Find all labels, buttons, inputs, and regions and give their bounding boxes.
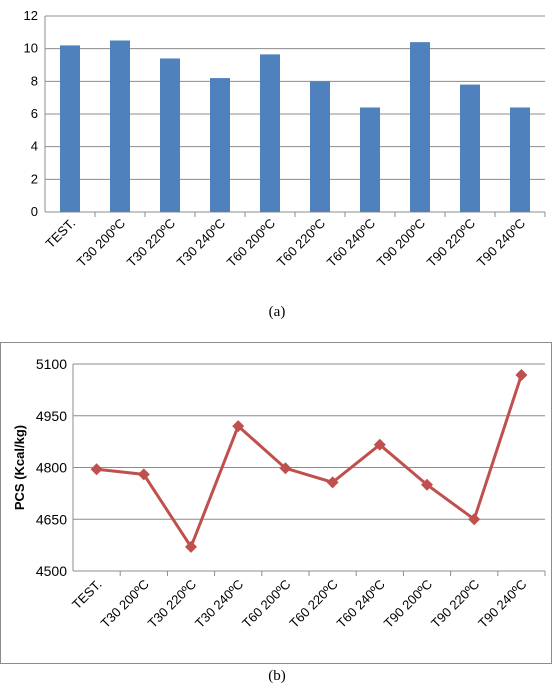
data-point [185, 540, 197, 553]
data-point [279, 462, 292, 475]
x-tick-label: T90 220ºC [428, 577, 482, 631]
data-point [137, 468, 150, 481]
y-tick-label: 5100 [36, 356, 67, 372]
bar [60, 45, 80, 213]
bar [260, 54, 280, 213]
x-tick-label: T30 200ºC [98, 577, 152, 631]
bar [310, 81, 330, 212]
y-tick-label: 4 [31, 139, 38, 154]
bar [410, 42, 430, 213]
y-tick-label: 12 [24, 8, 38, 23]
x-tick-label: T30 240ºC [192, 577, 246, 631]
bar [110, 40, 130, 212]
x-tick-label: T30 240ºC [174, 216, 228, 270]
y-tick-label: 4650 [36, 511, 67, 527]
x-tick-label: TEST. [42, 216, 78, 252]
x-tick-label: T90 200ºC [381, 577, 435, 631]
caption-b: (b) [268, 668, 286, 684]
x-tick-label: T30 200ºC [74, 216, 128, 270]
data-point [232, 420, 245, 433]
caption-a: (a) [268, 304, 286, 320]
x-tick-label: T60 200ºC [224, 216, 278, 270]
x-tick-label: T30 220ºC [145, 577, 199, 631]
x-tick-label: T90 240ºC [474, 216, 528, 270]
y-tick-label: 8 [31, 73, 38, 88]
y-tick-label: 4800 [36, 460, 67, 476]
x-tick-label: T90 240ºC [475, 577, 529, 631]
data-point [326, 476, 339, 489]
chart-b-frame [0, 342, 552, 664]
bar [210, 78, 230, 212]
data-point [421, 478, 433, 491]
bar [360, 107, 380, 212]
data-point [373, 438, 386, 451]
x-tick-label: T60 200ºC [239, 577, 293, 631]
y-tick-label: 4950 [36, 408, 67, 424]
bar [510, 107, 530, 212]
series-line [96, 374, 523, 551]
data-point [468, 513, 481, 526]
x-tick-label: T60 240ºC [324, 216, 378, 270]
x-tick-label: T60 240ºC [334, 577, 388, 631]
x-tick-label: T90 220ºC [424, 216, 478, 270]
bar [160, 58, 180, 212]
data-point [515, 369, 528, 382]
x-tick-label: T60 220ºC [286, 577, 340, 631]
y-tick-label: 2 [31, 171, 38, 186]
y-axis-label: PCS (Kcal/kg) [12, 425, 27, 510]
bar [460, 84, 480, 212]
y-tick-label: 0 [31, 204, 38, 219]
x-tick-label: T60 220ºC [274, 216, 328, 270]
y-tick-label: 6 [31, 106, 38, 121]
data-point [90, 463, 103, 476]
y-tick-label: 4500 [36, 563, 67, 579]
x-tick-label: T30 220ºC [124, 216, 178, 270]
y-tick-label: 10 [24, 41, 38, 56]
x-tick-label: TEST. [69, 577, 105, 613]
x-tick-label: T90 200ºC [374, 216, 428, 270]
